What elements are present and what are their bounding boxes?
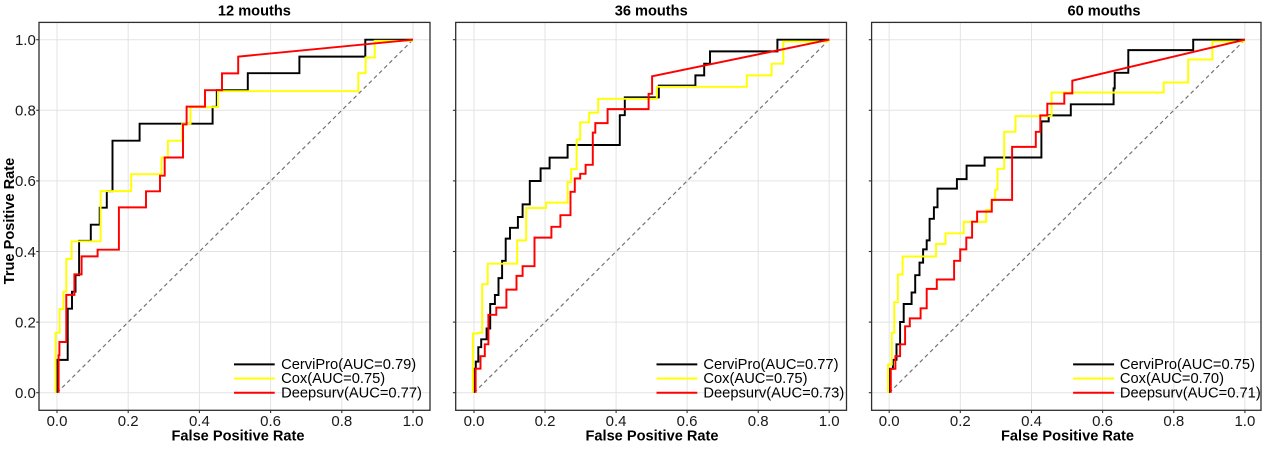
- svg-text:Deepsurv(AUC=0.71): Deepsurv(AUC=0.71): [1120, 385, 1261, 401]
- svg-text:0.0: 0.0: [879, 413, 900, 430]
- svg-text:Deepsurv(AUC=0.73): Deepsurv(AUC=0.73): [703, 385, 844, 401]
- svg-text:Cox(AUC=0.75): Cox(AUC=0.75): [703, 371, 807, 387]
- svg-text:0.4: 0.4: [606, 413, 627, 430]
- svg-text:36 mouths: 36 mouths: [615, 4, 688, 20]
- svg-text:Cox(AUC=0.75): Cox(AUC=0.75): [281, 371, 385, 387]
- svg-text:0.2: 0.2: [950, 413, 971, 430]
- svg-text:0.6: 0.6: [15, 173, 36, 190]
- svg-text:0.2: 0.2: [15, 314, 36, 331]
- svg-text:CerviPro(AUC=0.77): CerviPro(AUC=0.77): [703, 357, 838, 373]
- svg-text:0.8: 0.8: [1163, 413, 1184, 430]
- svg-text:CerviPro(AUC=0.75): CerviPro(AUC=0.75): [1120, 357, 1255, 373]
- svg-text:0.6: 0.6: [677, 413, 698, 430]
- svg-text:0.0: 0.0: [464, 413, 485, 430]
- svg-text:1.0: 1.0: [819, 413, 840, 430]
- svg-text:False Positive Rate: False Positive Rate: [171, 429, 304, 445]
- svg-text:0.8: 0.8: [331, 413, 352, 430]
- svg-text:0.2: 0.2: [535, 413, 556, 430]
- svg-text:0.2: 0.2: [118, 413, 139, 430]
- svg-text:0.8: 0.8: [15, 103, 36, 120]
- svg-text:0.0: 0.0: [15, 385, 36, 402]
- svg-text:Deepsurv(AUC=0.77): Deepsurv(AUC=0.77): [281, 385, 422, 401]
- svg-text:True Positive Rate: True Positive Rate: [2, 158, 18, 285]
- svg-text:0.4: 0.4: [1021, 413, 1042, 430]
- svg-text:Cox(AUC=0.70): Cox(AUC=0.70): [1120, 371, 1224, 387]
- svg-text:12 mouths: 12 mouths: [218, 4, 291, 20]
- svg-text:False Positive Rate: False Positive Rate: [585, 429, 718, 445]
- svg-text:CerviPro(AUC=0.79): CerviPro(AUC=0.79): [281, 357, 416, 373]
- svg-text:0.4: 0.4: [189, 413, 210, 430]
- svg-text:False Positive Rate: False Positive Rate: [1001, 429, 1134, 445]
- svg-text:0.6: 0.6: [1092, 413, 1113, 430]
- svg-text:1.0: 1.0: [1234, 413, 1255, 430]
- svg-text:0.8: 0.8: [748, 413, 769, 430]
- svg-text:0.6: 0.6: [260, 413, 281, 430]
- svg-text:60 mouths: 60 mouths: [1068, 4, 1141, 20]
- svg-text:1.0: 1.0: [403, 413, 424, 430]
- svg-text:0.0: 0.0: [47, 413, 68, 430]
- svg-text:1.0: 1.0: [15, 32, 36, 49]
- svg-text:0.4: 0.4: [15, 244, 36, 261]
